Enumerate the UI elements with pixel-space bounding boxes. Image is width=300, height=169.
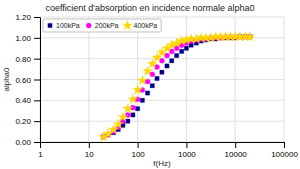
point <box>154 64 159 69</box>
grid-line-y <box>40 142 284 143</box>
y-axis-tick-mark <box>34 38 40 39</box>
y-axis-tick-mark <box>34 100 40 101</box>
x-axis-tick-mark <box>89 142 90 148</box>
point <box>245 32 255 41</box>
marks <box>99 32 255 141</box>
x-axis-title: f(Hz) <box>153 159 171 168</box>
legend-symbol <box>48 23 52 27</box>
series <box>101 34 252 139</box>
y-axis-tick-label: 1.00 <box>15 34 31 43</box>
x-axis-tick-mark <box>284 142 285 148</box>
x-axis-domain <box>41 142 285 143</box>
point <box>143 66 153 75</box>
legend-label: 400kPa <box>134 22 158 29</box>
point <box>159 58 164 63</box>
y-axis-tick: 0.40 <box>15 96 40 105</box>
y-axis: 0.00 0.20 0.40 0.60 0.80 1.00 1.20 <box>15 13 40 147</box>
legend-box <box>43 19 161 32</box>
point <box>145 91 149 95</box>
point <box>150 84 154 88</box>
y-axis-tick-label: 1.20 <box>15 13 31 22</box>
y-axis-title: alpha0 <box>2 67 11 92</box>
x-axis-tick-mark <box>186 142 187 148</box>
point <box>169 49 174 54</box>
x-axis-tick-mark <box>138 142 139 148</box>
grid-line-y <box>40 17 284 18</box>
point <box>170 59 174 63</box>
point <box>126 119 130 123</box>
point <box>128 94 138 103</box>
x-axis-tick-label: 10 <box>85 150 94 159</box>
y-axis-tick-label: 0.20 <box>15 117 31 126</box>
x-axis-tick-label: 1000 <box>178 150 196 159</box>
y-axis-tick: 0.20 <box>15 117 40 126</box>
x-axis-tick: 10 <box>85 142 94 159</box>
series <box>99 32 255 141</box>
point <box>150 72 155 77</box>
legend-label: 200kPa <box>95 22 119 29</box>
point <box>118 112 128 121</box>
grid-line-y <box>40 100 284 101</box>
x-axis-tick: 10000 <box>225 142 248 159</box>
y-axis-tick: 0.00 <box>15 138 40 147</box>
chart: 1 10 100 1000 10000 100000 0.00 0.20 0.40 0.60 0.8… <box>0 0 300 169</box>
grid <box>40 17 284 142</box>
y-axis-tick: 1.20 <box>15 13 40 22</box>
x-axis-tick: 1 <box>38 142 43 159</box>
y-axis-tick-mark <box>34 17 40 18</box>
point <box>133 85 143 94</box>
legend-label: 100kPa <box>56 22 80 29</box>
grid-line-y <box>40 121 284 122</box>
x-axis-tick-label: 1 <box>38 150 43 159</box>
point <box>131 113 135 117</box>
point <box>165 64 169 68</box>
y-axis-tick-mark <box>34 59 40 60</box>
y-axis-tick-label: 0.40 <box>15 96 31 105</box>
y-axis-tick-label: 0.00 <box>15 138 31 147</box>
legend-symbol <box>86 23 91 28</box>
point <box>189 43 193 47</box>
y-axis-tick-label: 0.80 <box>15 55 31 64</box>
series <box>101 35 252 139</box>
x-axis-tick-mark <box>40 142 41 148</box>
x-axis-tick-mark <box>235 142 236 148</box>
legend: 100kPa 200kPa 400kPa <box>43 19 161 32</box>
plot: 1 10 100 1000 10000 100000 0.00 0.20 0.40 0.60 0.8… <box>15 13 298 159</box>
y-axis-tick: 0.60 <box>15 76 40 85</box>
title: coefficient d'absorption en incidence no… <box>45 3 254 13</box>
grid-line-y <box>40 79 284 80</box>
point <box>184 46 188 50</box>
point <box>113 119 123 128</box>
x-axis-tick: 1000 <box>178 142 196 159</box>
point <box>155 76 159 80</box>
point <box>174 53 178 57</box>
y-axis-domain <box>40 18 41 143</box>
y-axis-tick: 1.00 <box>15 34 40 43</box>
point <box>140 98 144 102</box>
x-axis: 1 10 100 1000 10000 100000 <box>38 142 298 159</box>
y-axis-tick-label: 0.60 <box>15 76 31 85</box>
x-axis-tick-label: 10000 <box>225 150 248 159</box>
point <box>137 75 147 84</box>
point <box>135 107 139 111</box>
point <box>164 53 169 58</box>
x-axis-tick: 100000 <box>271 142 298 159</box>
point <box>123 103 133 112</box>
x-axis-tick: 100 <box>131 142 145 159</box>
point <box>180 49 184 53</box>
legend-symbol <box>123 20 133 29</box>
y-axis-tick-mark <box>34 121 40 122</box>
x-axis-tick-label: 100 <box>131 150 145 159</box>
y-axis-tick-mark <box>34 142 40 143</box>
y-axis-tick: 0.80 <box>15 55 40 64</box>
point <box>160 70 164 74</box>
x-axis-tick-label: 100000 <box>271 150 298 159</box>
y-axis-tick-mark <box>34 80 40 81</box>
